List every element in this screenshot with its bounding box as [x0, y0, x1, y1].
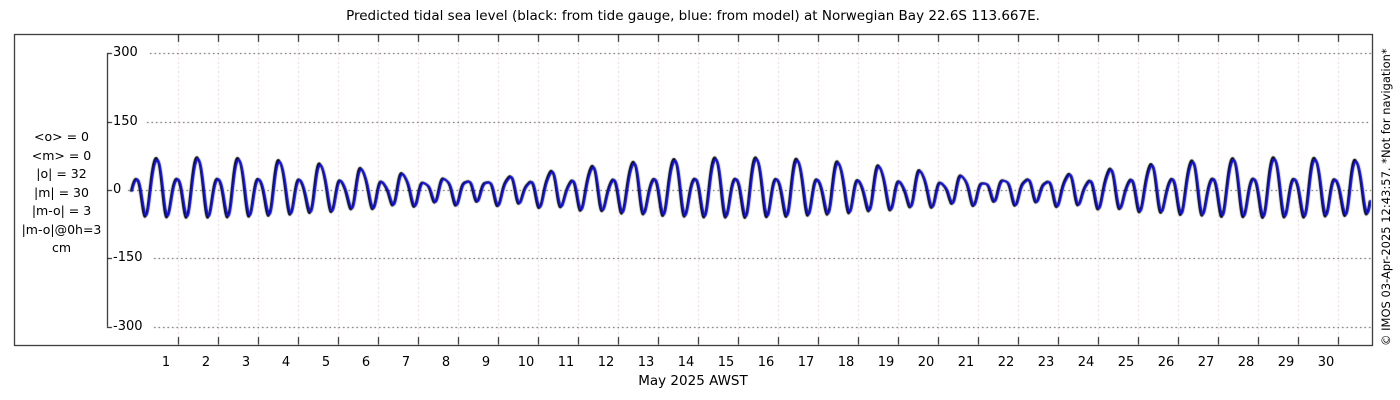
- x-tick-label: 20: [917, 355, 935, 370]
- y-tick-label: 300: [113, 45, 138, 61]
- stats-line: <o> = 0: [34, 129, 89, 144]
- x-tick-label: 10: [517, 355, 535, 370]
- y-tick-label: 0: [113, 182, 122, 197]
- stats-line: |m-o|@0h=3: [21, 221, 102, 237]
- x-tick-label: 17: [797, 355, 815, 370]
- stats-line: |m-o| = 3: [31, 203, 92, 218]
- stats-line: |o| = 32: [36, 166, 87, 181]
- x-tick-label: 26: [1157, 355, 1175, 370]
- x-tick-label: 30: [1317, 355, 1335, 370]
- x-tick-label: 12: [597, 355, 615, 370]
- x-tick-label: 6: [361, 355, 371, 370]
- y-tick-label: -300: [113, 318, 143, 334]
- x-tick-label: 27: [1197, 355, 1215, 370]
- x-tick-label: 11: [557, 355, 575, 370]
- x-tick-label: 23: [1037, 355, 1055, 370]
- x-tick-label: 21: [957, 355, 975, 370]
- x-tick-label: 28: [1237, 355, 1255, 370]
- x-tick-label: 24: [1077, 355, 1095, 370]
- stats-line: |m| = 30: [34, 184, 89, 200]
- x-tick-label: 13: [637, 355, 655, 370]
- x-tick-label: 29: [1277, 355, 1295, 370]
- x-tick-label: 3: [241, 355, 251, 370]
- stats-block: <o> = 0 <m> = 0 |o| = 32 |m| = 30 |m-o| = 3 |…: [14, 128, 109, 258]
- x-tick-label: 7: [401, 355, 411, 370]
- x-tick-label: 18: [837, 355, 855, 370]
- x-tick-label: 4: [281, 355, 291, 370]
- x-tick-label: 15: [717, 355, 735, 370]
- x-tick-label: 16: [757, 355, 775, 370]
- x-tick-label: 9: [481, 355, 491, 370]
- stats-line: cm: [51, 240, 72, 255]
- x-axis-title: May 2025 AWST: [638, 373, 748, 389]
- x-tick-label: 22: [997, 355, 1015, 370]
- x-tick-label: 2: [201, 355, 211, 370]
- copyright-watermark: © IMOS 03-Apr-2025 12:43:57. *Not for na…: [1379, 48, 1393, 346]
- y-tick-label: -150: [113, 250, 143, 266]
- x-tick-label: 25: [1117, 355, 1135, 370]
- x-tick-label: 8: [441, 355, 451, 370]
- stats-line: <m> = 0: [31, 147, 92, 163]
- x-tick-label: 14: [677, 355, 695, 370]
- x-tick-label: 5: [321, 355, 331, 370]
- y-tick-label: 150: [113, 113, 138, 129]
- x-tick-label: 19: [877, 355, 895, 370]
- x-tick-label: 1: [161, 355, 171, 370]
